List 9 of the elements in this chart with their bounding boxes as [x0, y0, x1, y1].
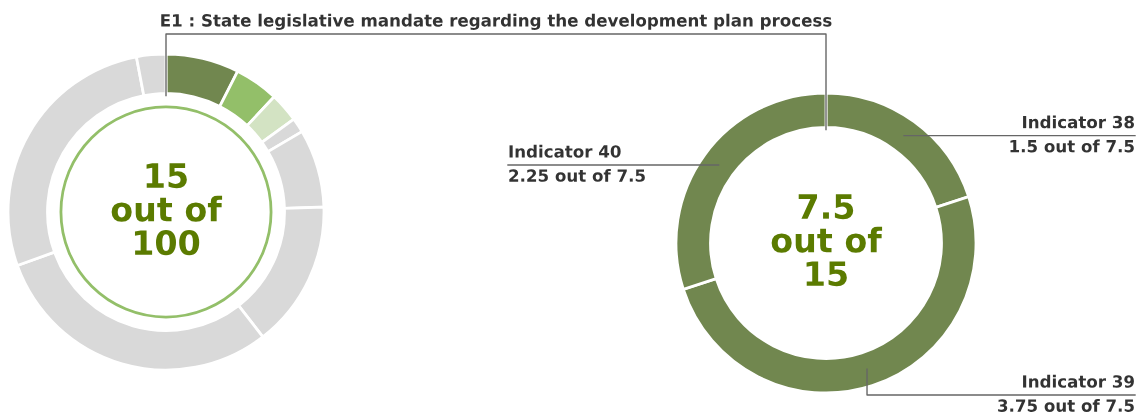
data-label: 3.75 out of 7.5 [998, 399, 1134, 412]
data-label: 1.5 out of 7.5 [1010, 139, 1134, 153]
text: E1 : State legislative mandate regarding the development plan process [161, 13, 832, 30]
slice-label: Indicator 39 [1023, 374, 1134, 388]
text: 7.5 out of 15 [771, 194, 883, 287]
slice-label: Indicator 40 [509, 144, 621, 158]
text: 15 out of 100 [111, 163, 223, 256]
data-label: 2.25 out of 7.5 [509, 168, 645, 182]
slice-label: Indicator 38 [1023, 115, 1134, 129]
